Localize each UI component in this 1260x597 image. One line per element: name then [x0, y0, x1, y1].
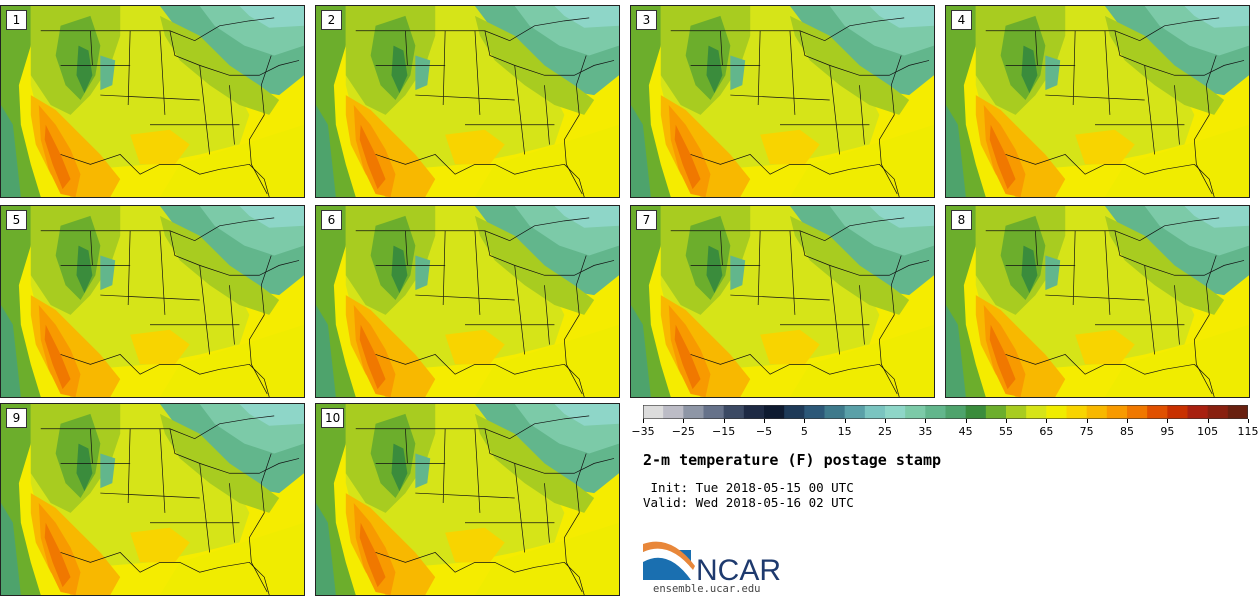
colorbar-swatch	[1167, 405, 1188, 419]
colorbar-tick-mark	[643, 419, 644, 423]
colorbar-tick-label: 25	[878, 425, 892, 438]
colorbar-tick-mark	[965, 419, 967, 423]
colorbar-swatch	[864, 405, 886, 419]
ncar-logo: NCAR	[643, 541, 781, 585]
colorbar-tick-mark	[764, 419, 765, 423]
colorbar-tick-mark	[844, 419, 846, 423]
temperature-map	[631, 206, 934, 397]
ensemble-member-panel-10[interactable]: 10	[315, 403, 620, 596]
colorbar-swatch	[804, 405, 825, 419]
member-number-label: 4	[951, 10, 972, 30]
member-number-label: 2	[321, 10, 342, 30]
colorbar-swatch	[1227, 405, 1248, 419]
colorbar-swatch	[1187, 405, 1209, 419]
ensemble-member-panel-1[interactable]: 1	[0, 5, 305, 198]
temperature-map	[316, 6, 619, 197]
colorbar-swatch	[885, 405, 906, 419]
ensemble-member-panel-3[interactable]: 3	[630, 5, 935, 198]
colorbar-swatch	[643, 405, 664, 419]
colorbar-swatch	[1207, 405, 1229, 419]
temperature-colorbar	[643, 405, 1248, 419]
colorbar-swatch	[663, 405, 684, 419]
member-number-label: 7	[636, 210, 657, 230]
member-number-label: 9	[6, 408, 27, 428]
temperature-map	[316, 404, 619, 595]
colorbar-tick-mark	[1086, 419, 1088, 423]
colorbar-swatch	[1106, 405, 1128, 419]
colorbar-tick-mark	[1046, 419, 1048, 423]
colorbar-swatch	[683, 405, 704, 419]
colorbar-swatch	[1046, 405, 1067, 419]
member-number-label: 5	[6, 210, 27, 230]
colorbar-swatch	[985, 405, 1007, 419]
colorbar-tick-label: 5	[800, 425, 808, 438]
colorbar-tick-mark	[723, 419, 725, 423]
member-number-label: 1	[6, 10, 27, 30]
colorbar-swatch	[945, 405, 967, 419]
temperature-map	[316, 206, 619, 397]
page-title: 2-m temperature (F) postage stamp	[643, 451, 942, 469]
colorbar-tick-label: −15	[712, 425, 736, 438]
colorbar-tick-mark	[1207, 419, 1209, 423]
colorbar-swatch	[1066, 405, 1088, 419]
colorbar-swatch	[703, 405, 725, 419]
member-number-label: 8	[951, 210, 972, 230]
colorbar-swatch	[844, 405, 866, 419]
member-number-label: 3	[636, 10, 657, 30]
temperature-map	[1, 404, 304, 595]
colorbar-swatch	[784, 405, 805, 419]
colorbar-tick-label: −35	[631, 425, 655, 438]
colorbar-tick-mark	[683, 419, 685, 423]
colorbar-tick-mark	[925, 419, 927, 423]
temperature-map	[1, 6, 304, 197]
ensemble-member-panel-5[interactable]: 5	[0, 205, 305, 398]
colorbar-swatch	[925, 405, 946, 419]
colorbar-swatch	[1086, 405, 1108, 419]
temperature-map	[946, 6, 1249, 197]
colorbar-tick-mark	[1248, 419, 1249, 423]
temperature-map	[631, 6, 934, 197]
valid-time: Valid: Wed 2018-05-16 02 UTC	[643, 495, 854, 510]
colorbar-swatch	[1006, 405, 1027, 419]
colorbar-tick-label: 85	[1120, 425, 1134, 438]
temperature-map	[1, 206, 304, 397]
colorbar-swatch	[743, 405, 765, 419]
colorbar-tick-mark	[1006, 419, 1007, 423]
ensemble-member-panel-7[interactable]: 7	[630, 205, 935, 398]
ensemble-member-panel-8[interactable]: 8	[945, 205, 1250, 398]
colorbar-swatch	[723, 405, 745, 419]
colorbar-tick-label: −25	[671, 425, 695, 438]
colorbar-swatch	[764, 405, 785, 419]
colorbar-tick-mark	[885, 419, 886, 423]
colorbar-swatch	[905, 405, 926, 419]
colorbar-swatch	[1147, 405, 1168, 419]
colorbar-tick-label: 15	[837, 425, 852, 438]
colorbar-tick-mark	[804, 419, 806, 423]
colorbar-tick-mark	[1127, 419, 1128, 423]
init-time: Init: Tue 2018-05-15 00 UTC	[643, 480, 854, 495]
colorbar-tick-label: 45	[958, 425, 973, 438]
ensemble-member-panel-9[interactable]: 9	[0, 403, 305, 596]
ensemble-member-panel-4[interactable]: 4	[945, 5, 1250, 198]
member-number-label: 10	[321, 408, 345, 428]
colorbar-tick-label: 55	[999, 425, 1013, 438]
colorbar-swatch	[1127, 405, 1148, 419]
colorbar-swatch	[965, 405, 987, 419]
colorbar-tick-label: 75	[1079, 425, 1094, 438]
colorbar-tick-label: 115	[1237, 425, 1259, 438]
colorbar-tick-label: 105	[1197, 425, 1219, 438]
member-number-label: 6	[321, 210, 342, 230]
colorbar-tick-label: −5	[755, 425, 773, 438]
colorbar-swatch	[1026, 405, 1047, 419]
colorbar-tick-mark	[1167, 419, 1169, 423]
ensemble-member-panel-6[interactable]: 6	[315, 205, 620, 398]
ensemble-member-panel-2[interactable]: 2	[315, 5, 620, 198]
temperature-map	[946, 206, 1249, 397]
colorbar-tick-label: 65	[1039, 425, 1054, 438]
colorbar-tick-label: 35	[918, 425, 933, 438]
site-url[interactable]: ensemble.ucar.edu	[653, 583, 761, 595]
colorbar-swatch	[824, 405, 846, 419]
ncar-logo-text: NCAR	[696, 554, 781, 585]
colorbar-tick-label: 95	[1160, 425, 1175, 438]
